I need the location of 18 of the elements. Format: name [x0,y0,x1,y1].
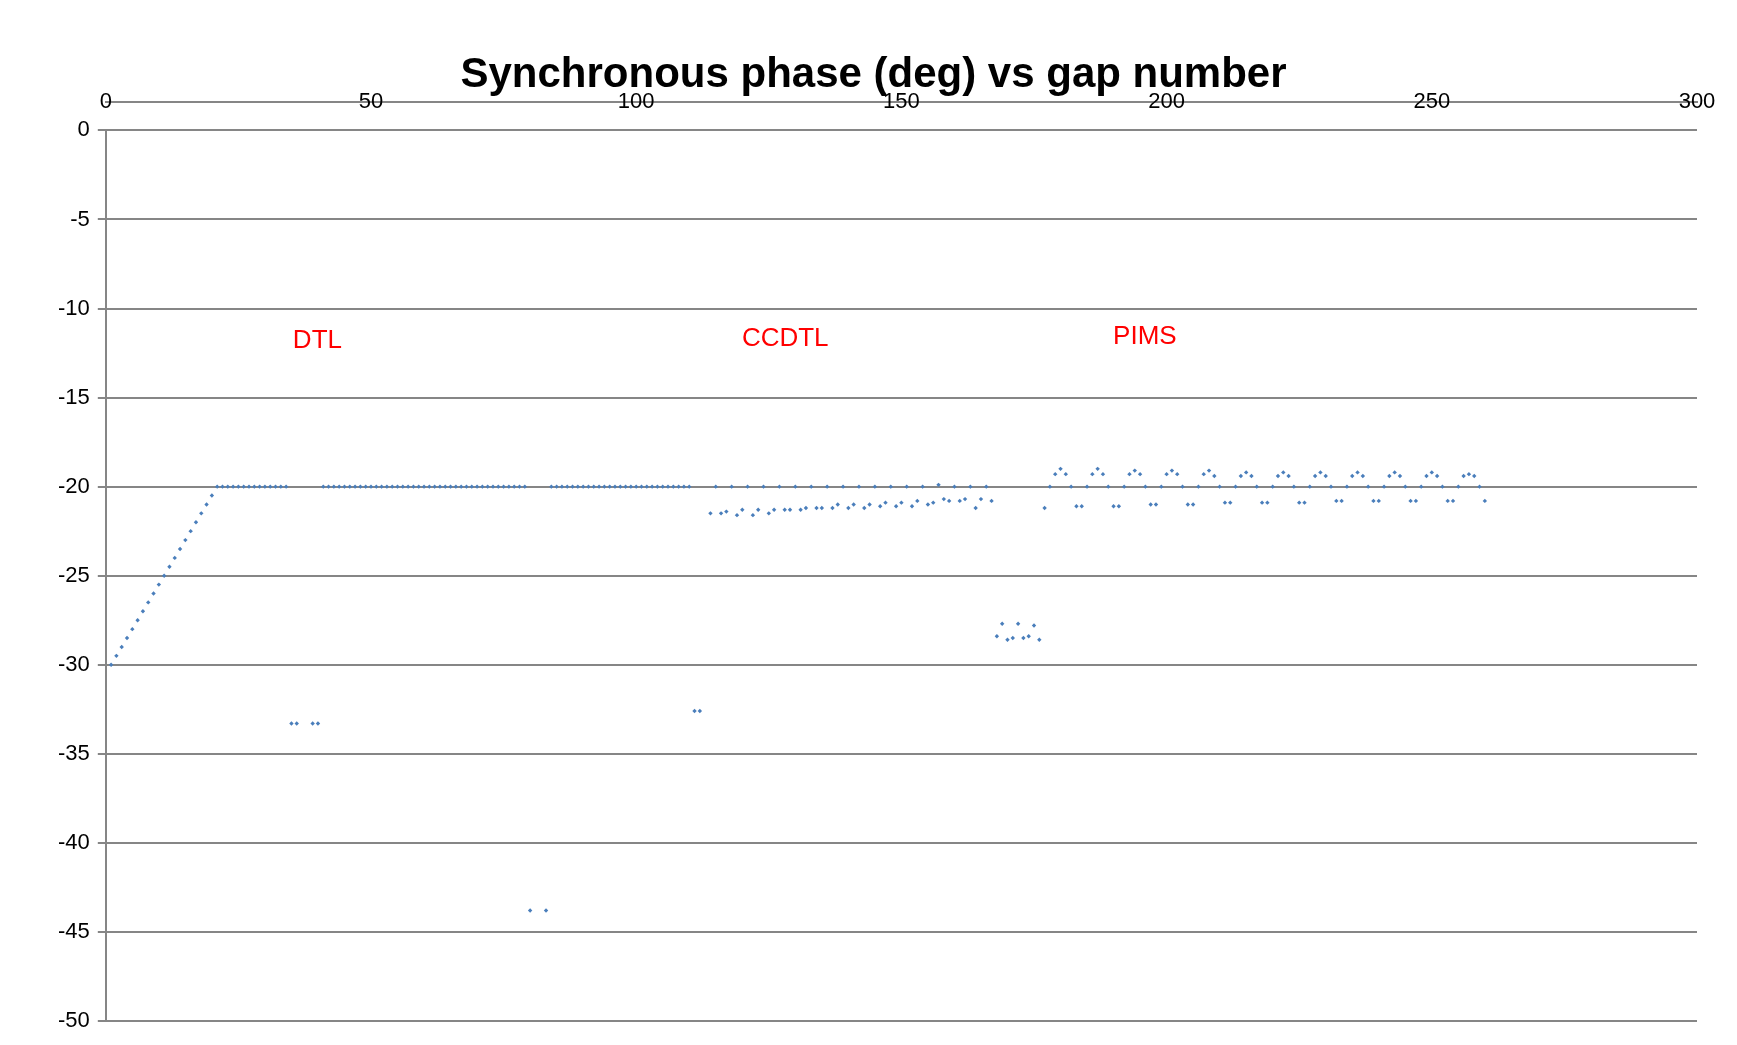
y-tick-label: -25 [58,561,90,587]
y-tick-label: -50 [58,1007,90,1033]
y-tick-label: -15 [58,383,90,409]
x-tick-label: 50 [358,87,384,113]
y-tick-label: 0 [77,116,90,142]
annotation: DTL [292,323,342,354]
y-tick-label: -35 [58,739,90,765]
y-tick-label: -30 [58,650,90,676]
x-tick-label: 0 [99,87,112,113]
y-tick-label: -20 [58,472,90,498]
x-tick-label: 250 [1413,87,1451,113]
y-tick-label: -10 [58,294,90,320]
y-tick-label: -5 [70,205,90,231]
annotation: PIMS [1113,320,1177,351]
y-tick-label: -45 [58,918,90,943]
annotation: CCDTL [741,321,829,352]
y-tick-label: -40 [58,828,90,854]
x-tick-label: 300 [1678,87,1716,113]
